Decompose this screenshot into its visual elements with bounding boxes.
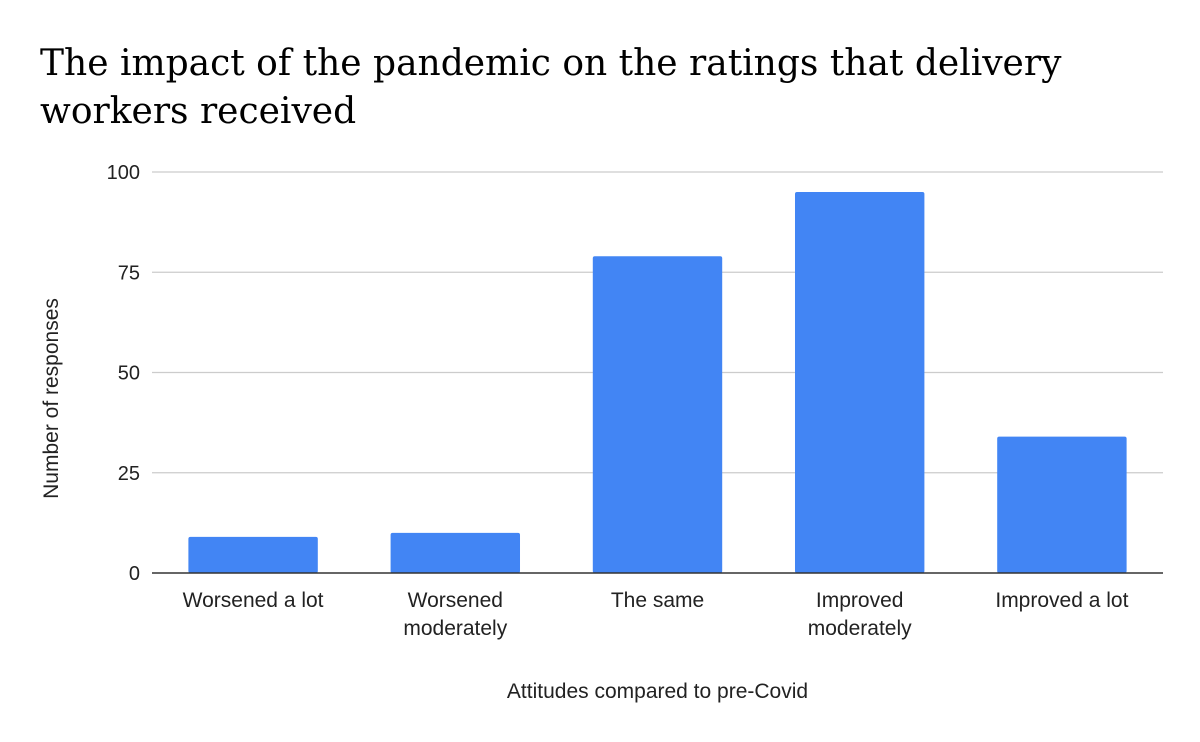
bar xyxy=(188,536,318,573)
x-category-label: Worsened a lot xyxy=(183,589,324,612)
bar xyxy=(592,256,723,573)
x-category-label: Improved moderately xyxy=(808,589,912,640)
bar xyxy=(997,436,1127,573)
x-axis-title: Attitudes compared to pre-Covid xyxy=(507,680,808,703)
x-category-label: Worsened moderately xyxy=(403,589,507,640)
x-category-label: The same xyxy=(611,589,704,612)
bars xyxy=(188,192,1127,574)
chart-title: The impact of the pandemic on the rating… xyxy=(40,43,1062,132)
y-tick-label: 100 xyxy=(107,162,140,184)
y-axis-title: Number of responses xyxy=(40,298,63,499)
bar xyxy=(794,192,925,574)
bar xyxy=(390,532,521,573)
y-tick-labels: 0 25 50 75 100 xyxy=(107,162,140,585)
y-tick-label: 25 xyxy=(118,463,140,485)
x-category-labels: Worsened a lot Worsened moderately The same… xyxy=(183,589,1129,640)
y-tick-label: 50 xyxy=(118,363,140,385)
y-tick-label: 75 xyxy=(118,262,140,284)
y-tick-label: 0 xyxy=(129,563,140,585)
x-category-label: Improved a lot xyxy=(995,589,1128,612)
